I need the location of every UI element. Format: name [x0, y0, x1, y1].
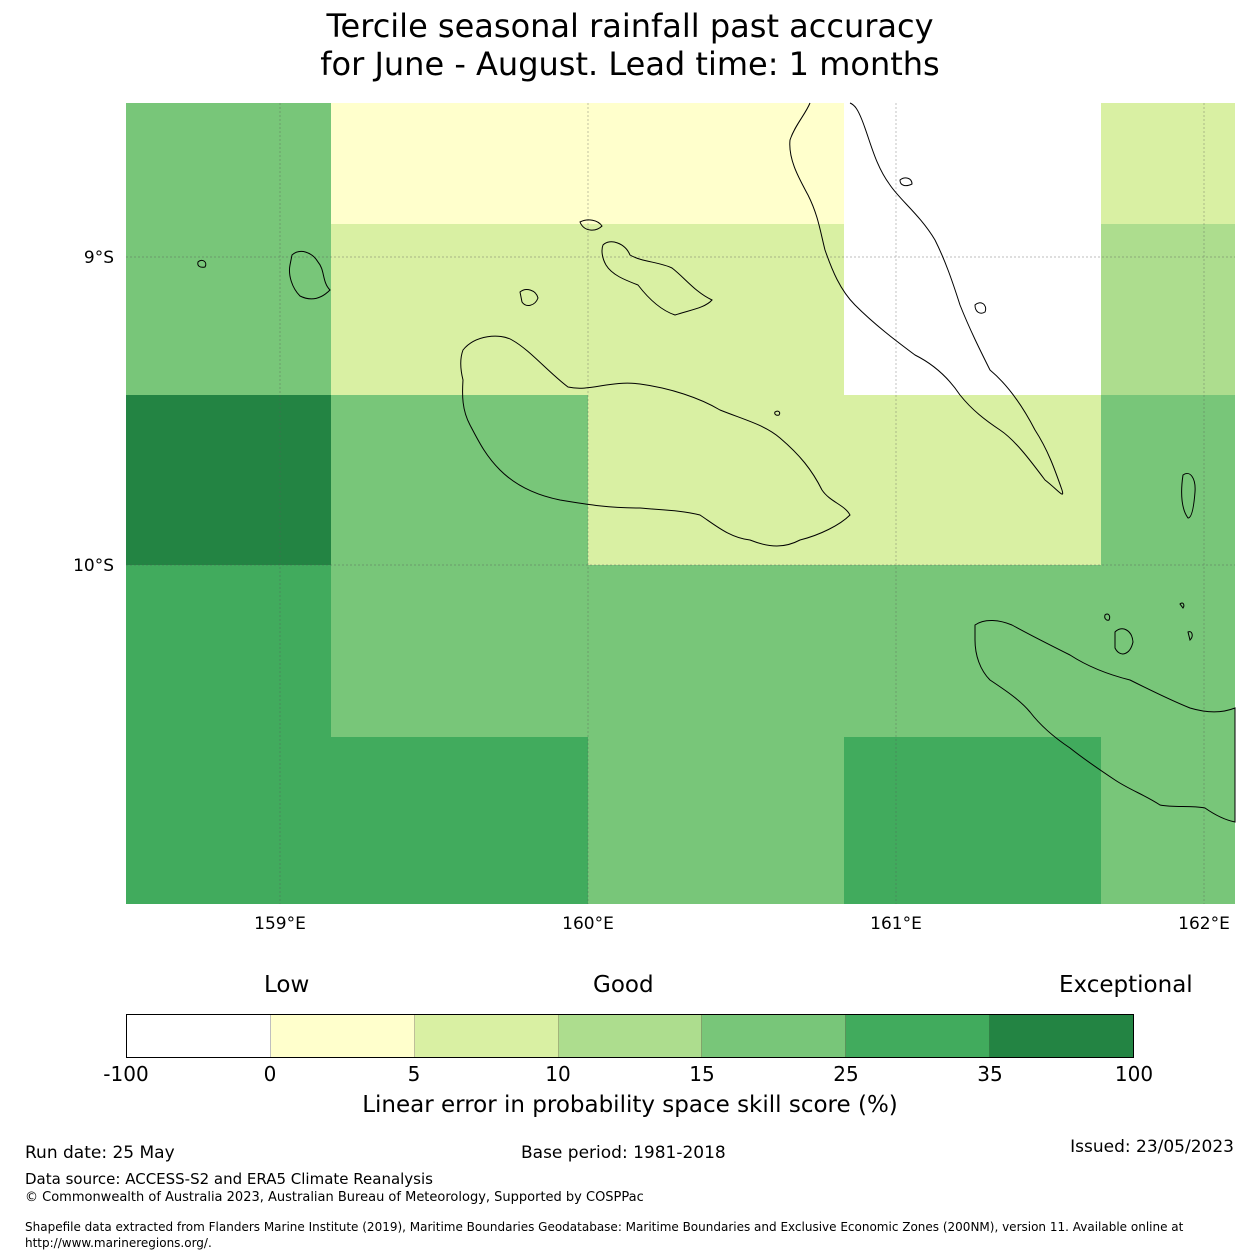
lon-label: 160°E — [562, 914, 614, 934]
chart-title-line1: Tercile seasonal rainfall past accuracy — [326, 7, 934, 45]
colorbar-tick: 35 — [977, 1062, 1003, 1086]
grid-cell — [844, 737, 1101, 904]
copyright: © Commonwealth of Australia 2023, Austra… — [25, 1190, 644, 1205]
issued-date: Issued: 23/05/2023 — [1070, 1137, 1234, 1157]
grid-cell — [1101, 737, 1235, 904]
colorbar-segment — [702, 1015, 847, 1057]
grid-cell — [126, 565, 331, 904]
grid-cell — [331, 103, 844, 224]
graticule — [126, 103, 1235, 904]
category-low: Low — [264, 972, 310, 998]
colorbar-segment — [558, 1015, 703, 1057]
data-source: Data source: ACCESS-S2 and ERA5 Climate … — [25, 1170, 433, 1188]
base-period: Base period: 1981-2018 — [521, 1143, 726, 1163]
grid-cell — [844, 103, 1101, 395]
colorbar — [126, 1014, 1134, 1058]
grid-cell — [1101, 103, 1235, 224]
colorbar-segment — [846, 1015, 991, 1057]
grid-cell — [1101, 395, 1235, 565]
colorbar-tick: 100 — [1114, 1062, 1154, 1086]
colorbar-tick: 25 — [833, 1062, 859, 1086]
lon-label: 161°E — [870, 914, 922, 934]
makira-coast — [974, 620, 1236, 823]
grid-cell — [588, 395, 1101, 565]
coastlines — [197, 102, 1236, 823]
grid-cell — [331, 395, 588, 565]
colorbar-segment — [270, 1015, 415, 1057]
category-good: Good — [593, 972, 654, 998]
russell-islands-coast — [289, 251, 331, 300]
colorbar-label: Linear error in probability space skill … — [362, 1092, 898, 1118]
colorbar-segment — [414, 1015, 559, 1057]
category-exceptional: Exceptional — [1059, 972, 1193, 998]
florida-islands-coast — [601, 241, 713, 316]
lat-label: 10°S — [73, 556, 114, 576]
shapefile-note-line2: http://www.marineregions.org/. — [25, 1236, 212, 1250]
colorbar-tick: 15 — [689, 1062, 715, 1086]
guadalcanal-coast — [460, 335, 851, 547]
skill-grid-cells — [126, 103, 1235, 904]
lon-label: 159°E — [254, 914, 306, 934]
lon-label: 162°E — [1178, 914, 1230, 934]
malaita-coast — [789, 102, 1064, 495]
colorbar-tick: 10 — [545, 1062, 571, 1086]
colorbar-tick: 5 — [407, 1062, 421, 1086]
grid-cell — [331, 224, 844, 395]
chart-title-line2: for June - August. Lead time: 1 months — [320, 45, 940, 83]
shapefile-note-line1: Shapefile data extracted from Flanders M… — [25, 1220, 1184, 1234]
grid-cell — [331, 565, 1235, 737]
lat-label: 9°S — [84, 248, 114, 268]
grid-cell — [126, 103, 331, 395]
colorbar-tick: 0 — [263, 1062, 277, 1086]
grid-cell — [1101, 224, 1235, 395]
colorbar-segment — [127, 1015, 271, 1057]
grid-cell — [126, 395, 331, 565]
colorbar-tick: -100 — [103, 1062, 149, 1086]
skill-score-map: 9°S 10°S 159°E 160°E 161°E 162°E — [73, 102, 1236, 934]
run-date: Run date: 25 May — [25, 1143, 175, 1163]
grid-cell — [331, 737, 588, 904]
colorbar-segment — [990, 1015, 1134, 1057]
grid-cell — [588, 737, 844, 904]
